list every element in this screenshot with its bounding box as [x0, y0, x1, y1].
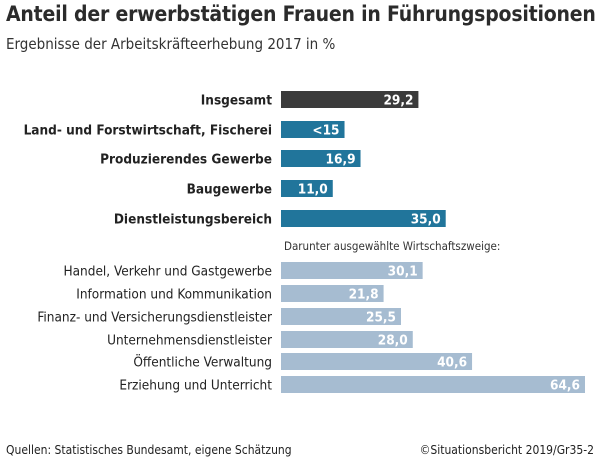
data-label: 25,5: [366, 310, 396, 326]
bar: [281, 376, 585, 393]
category-label: Dienstleistungsbereich: [114, 212, 272, 228]
category-label: Produzierendes Gewerbe: [100, 152, 272, 168]
chart-title: Anteil der erwerbstätigen Frauen in Führ…: [6, 2, 596, 26]
bar: [281, 150, 361, 167]
data-label: 35,0: [411, 212, 441, 228]
copyright-note: ©Situationsbericht 2019/Gr35-2: [419, 443, 594, 457]
category-label: Öffentliche Verwaltung: [133, 353, 272, 371]
data-label: 16,9: [326, 152, 356, 168]
data-label: <15: [312, 123, 339, 139]
bar: [281, 308, 401, 325]
group-heading: Darunter ausgewählte Wirtschaftszweige:: [284, 239, 500, 253]
data-label: 28,0: [378, 333, 408, 349]
bar: [281, 262, 423, 279]
data-label: 64,6: [550, 378, 580, 394]
category-label: Unternehmensdienstleister: [107, 333, 272, 349]
category-label: Handel, Verkehr und Gastgewerbe: [63, 264, 272, 280]
data-label: 30,1: [388, 264, 418, 280]
category-label: Baugewerbe: [187, 182, 272, 198]
category-label: Land- und Forstwirtschaft, Fischerei: [24, 123, 272, 139]
bar: [281, 285, 384, 302]
bar: [281, 331, 413, 348]
data-label: 29,2: [383, 93, 413, 109]
bar: [281, 353, 473, 370]
chart-subtitle: Ergebnisse der Arbeitskräfteerhebung 201…: [6, 35, 336, 53]
bar: [281, 91, 419, 108]
bar: [281, 180, 333, 197]
category-label: Insgesamt: [201, 93, 272, 109]
bar: [281, 210, 446, 227]
data-label: 11,0: [298, 182, 328, 198]
category-label: Erziehung und Unterricht: [119, 378, 272, 394]
category-label: Finanz- und Versicherungsdienstleister: [37, 310, 272, 326]
data-label: 21,8: [349, 287, 379, 303]
data-label: 40,6: [437, 355, 467, 371]
category-label: Information und Kommunikation: [76, 287, 272, 303]
bar-chart: Insgesamt 29,2 Land- und Forstwirtschaft, …: [24, 91, 585, 394]
source-note: Quellen: Statistisches Bundesamt, eigene…: [6, 443, 292, 457]
bar: [281, 121, 345, 138]
